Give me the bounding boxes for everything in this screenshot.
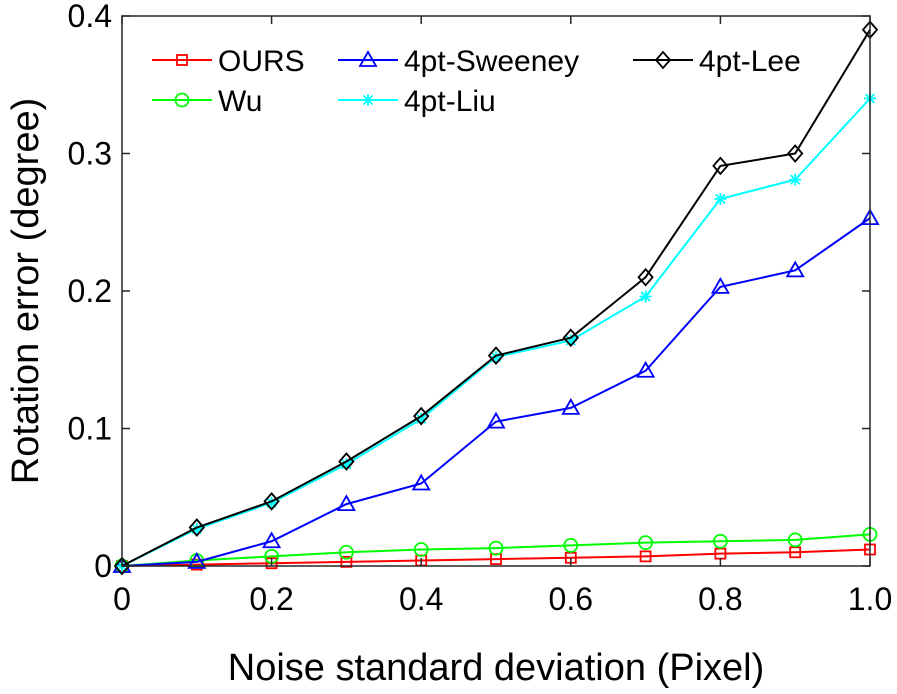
marker-asterisk	[714, 192, 727, 205]
series-layer	[112, 20, 880, 576]
legend-label: 4pt-Lee	[699, 45, 801, 78]
legend-label: OURS	[218, 45, 305, 78]
marker-triangle	[411, 473, 431, 491]
marker-circle	[563, 537, 579, 553]
x-tick-label: 0.6	[549, 581, 593, 617]
x-tick-label: 0.4	[399, 581, 443, 617]
legend-entry: 4pt-Lee	[633, 45, 801, 78]
marker-triangle	[710, 277, 730, 294]
legend-entry: OURS	[152, 45, 305, 78]
marker-square	[340, 555, 353, 568]
marker-diamond	[338, 452, 355, 471]
series-line	[121, 97, 871, 567]
marker-asterisk	[789, 173, 802, 186]
marker-triangle	[336, 494, 356, 512]
legend-entry: Wu	[152, 85, 262, 118]
legend-label: 4pt-Liu	[404, 85, 496, 118]
series-4pt-lee	[113, 20, 879, 576]
marker-diamond	[654, 50, 672, 70]
marker-circle	[638, 535, 653, 551]
axis-ticks: 0 0.2 0.4 0.6 0.8 1.0 0 0.1 0.2 0.3 0.4	[68, 0, 893, 617]
marker-diamond	[487, 346, 505, 365]
marker-diamond	[263, 492, 280, 511]
x-tick-label: 1.0	[848, 581, 892, 617]
marker-triangle	[486, 411, 506, 429]
legend-label: 4pt-Sweeney	[404, 45, 579, 78]
x-tick-label: 0.8	[698, 581, 742, 617]
marker-triangle	[187, 552, 207, 569]
marker-triangle	[262, 531, 282, 549]
marker-diamond	[787, 144, 804, 163]
legend-entry: 4pt-Liu	[338, 85, 496, 118]
marker-diamond	[188, 518, 205, 537]
marker-triangle	[636, 360, 656, 378]
marker-diamond	[712, 156, 729, 176]
marker-circle	[488, 540, 504, 556]
marker-square	[639, 550, 652, 563]
legend: OURS 4pt-Sweeney 4pt-Lee Wu 4pt-Liu	[152, 45, 801, 118]
x-tick-label: 0.2	[249, 581, 293, 617]
series-line	[121, 548, 871, 567]
y-tick-label: 0.3	[68, 136, 112, 172]
marker-diamond	[562, 328, 579, 348]
marker-circle	[413, 542, 429, 557]
marker-triangle	[561, 398, 581, 415]
series-4pt-sweeney	[112, 208, 880, 573]
y-tick-label: 0.4	[68, 0, 112, 34]
y-tick-label: 0	[94, 548, 112, 584]
y-tick-label: 0.2	[68, 273, 112, 309]
series-line	[121, 217, 871, 567]
marker-triangle	[358, 50, 378, 67]
marker-asterisk	[639, 290, 652, 303]
marker-circle	[338, 544, 354, 560]
legend-entry: 4pt-Sweeney	[338, 45, 579, 78]
marker-triangle	[785, 260, 805, 278]
marker-square	[176, 54, 188, 66]
y-axis-label: Rotation error (degree)	[5, 98, 47, 485]
series-4pt-liu	[116, 92, 876, 572]
marker-circle	[787, 532, 803, 548]
marker-diamond	[637, 267, 654, 287]
marker-asterisk	[362, 94, 374, 106]
marker-circle	[174, 92, 190, 108]
marker-diamond	[413, 406, 430, 426]
marker-diamond	[113, 556, 131, 576]
x-tick-label: 0	[113, 581, 131, 617]
x-axis-label: Noise standard deviation (Pixel)	[228, 647, 765, 689]
legend-label: Wu	[218, 85, 262, 118]
y-tick-label: 0.1	[68, 411, 112, 447]
marker-circle	[713, 533, 728, 549]
series-line	[121, 29, 871, 567]
series-line	[121, 533, 871, 567]
